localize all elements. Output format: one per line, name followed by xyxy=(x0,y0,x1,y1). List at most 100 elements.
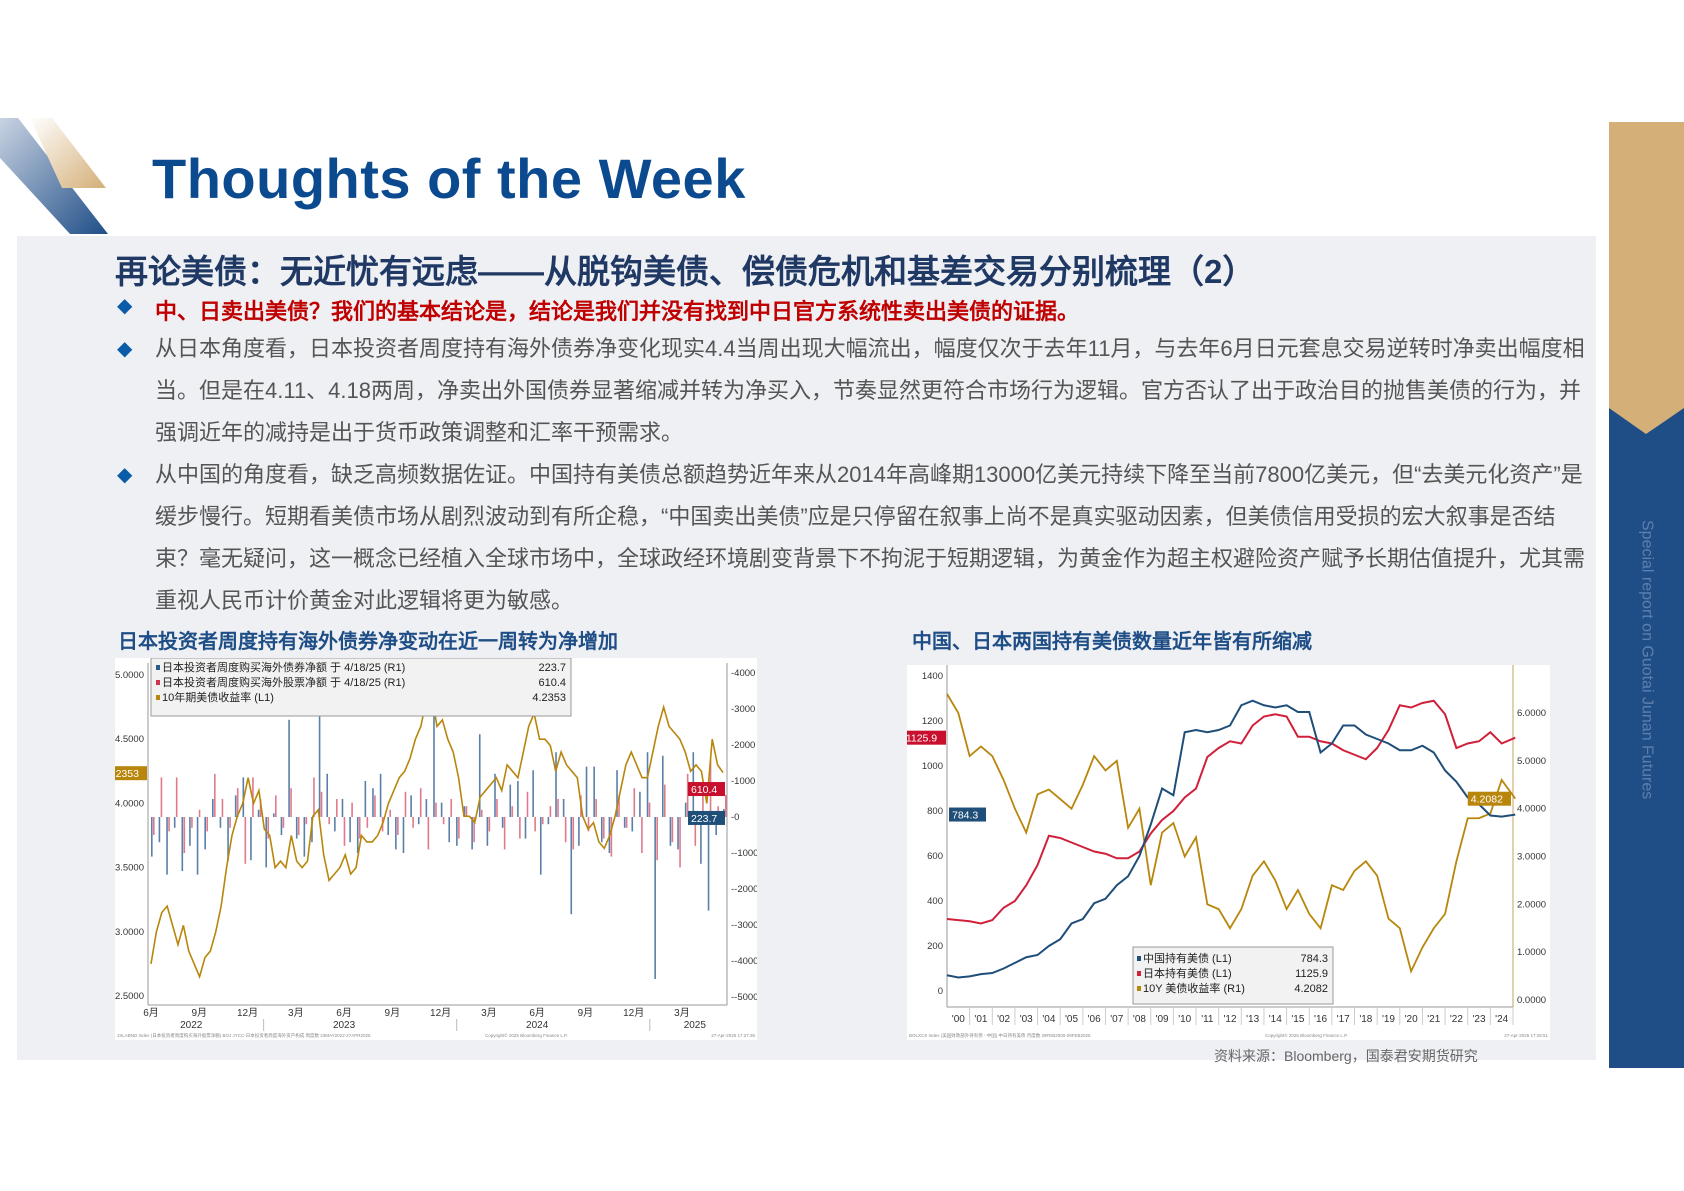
stock-flow-bar xyxy=(328,817,331,825)
y-left-tick: 4.0000 xyxy=(115,798,144,809)
bond-flow-bar xyxy=(151,817,153,857)
x-year-label: 2024 xyxy=(526,1020,549,1031)
bond-tag-bg xyxy=(688,810,725,825)
japan-tag-bg xyxy=(907,730,946,745)
stock-flow-bar xyxy=(572,817,575,850)
bond-flow-bar xyxy=(677,817,679,850)
legend-box xyxy=(1132,946,1334,1005)
stock-flow-bar xyxy=(480,809,483,817)
y-right-tick: --1000 xyxy=(731,848,757,859)
chart-footer-copyright: Copyright© 2025 Bloomberg Finance L.P. xyxy=(485,1032,568,1038)
bond-flow-bar xyxy=(700,817,702,864)
stock-tag-bg xyxy=(688,782,725,797)
stock-flow-bar xyxy=(648,802,651,817)
x-year-tick: '02 xyxy=(997,1014,1010,1025)
bond-flow-bar xyxy=(578,817,580,846)
bond-flow-bar xyxy=(478,734,481,817)
bond-flow-bar xyxy=(265,817,267,868)
bond-flow-bar xyxy=(341,799,344,817)
bond-flow-bar xyxy=(562,799,565,817)
bond-flow-bar xyxy=(364,781,367,817)
bond-flow-bar xyxy=(448,817,451,843)
stock-tag: 610.4 xyxy=(691,784,717,796)
stock-flow-bar xyxy=(175,777,178,817)
bond-flow-bar xyxy=(623,817,626,828)
y-right-tick: 1.0000 xyxy=(1517,947,1546,958)
y-left-tick: 200 xyxy=(927,941,943,952)
stock-flow-bar xyxy=(389,809,392,817)
stock-flow-bar xyxy=(206,817,208,832)
stock-flow-bar xyxy=(465,806,468,817)
bond-flow-bar xyxy=(349,817,351,843)
legend-label: 日本持有美债 (L1) xyxy=(1143,966,1232,980)
bond-flow-bar xyxy=(219,817,222,828)
bond-flow-bar xyxy=(318,691,321,817)
y-right-tick: --4000 xyxy=(731,956,757,967)
legend-swatch xyxy=(1137,971,1141,976)
x-month-tick: 6月 xyxy=(336,1007,352,1019)
chart-japan-flows: 5.0000 4.5000 4.0000 3.5000 3.0000 2.5000 -400… xyxy=(115,658,757,1040)
x-year-tick: '01 xyxy=(974,1014,987,1025)
stock-flow-bar xyxy=(236,788,239,817)
y-right-tick: -3000 xyxy=(731,704,755,715)
yield-tag: 4.2353 xyxy=(115,768,139,780)
bond-flow-bar xyxy=(456,817,458,846)
x-month-tick: 12月 xyxy=(237,1007,258,1019)
x-year-tick: '05 xyxy=(1065,1014,1078,1025)
bond-flow-bar xyxy=(372,788,374,817)
x-year-tick: '20 xyxy=(1405,1014,1418,1025)
bond-flow-bar xyxy=(532,770,534,817)
legend-value: 223.7 xyxy=(538,662,566,674)
stock-flow-bar xyxy=(587,817,590,832)
chart-footer-date: 27-Apr-2025 17:27:36 xyxy=(711,1033,755,1038)
y-right-tick: 3.0000 xyxy=(1517,852,1546,863)
legend-label: 10年期美债收益率 (L1) xyxy=(162,690,274,704)
stock-flow-bar xyxy=(450,799,453,817)
stock-flow-bar xyxy=(625,817,628,828)
yield-tag-bg xyxy=(115,766,147,781)
x-month-tick: 9月 xyxy=(385,1007,401,1019)
chart-treasury-holdings: 1400 1200 1000 800 600 400 200 0 6.0000 5.0000 4.0… xyxy=(907,665,1550,1040)
bond-flow-bar xyxy=(616,770,618,817)
x-month-tick: 9月 xyxy=(578,1007,594,1019)
chart-footer-left: JSLABND Index (日本投资者周度购买海外股票净额) BOJ JYCC… xyxy=(117,1032,371,1039)
y-right-tick: --3000 xyxy=(731,920,757,931)
legend-value: 610.4 xyxy=(538,677,566,689)
bond-flow-bar xyxy=(593,766,595,817)
bond-flow-bar xyxy=(303,817,306,857)
y-right-tick: -0 xyxy=(731,812,739,823)
bond-flow-bar xyxy=(524,817,527,839)
x-month-tick: 3月 xyxy=(481,1007,497,1019)
bond-flow-bar xyxy=(440,802,443,817)
legend-swatch xyxy=(156,680,160,685)
bond-flow-bar xyxy=(486,817,489,846)
stock-flow-bar xyxy=(702,791,704,817)
stock-flow-bar xyxy=(244,817,247,864)
bond-flow-bar xyxy=(471,817,473,850)
x-year-tick: '16 xyxy=(1314,1014,1327,1025)
x-year-tick: '04 xyxy=(1042,1014,1055,1025)
bond-flow-bar xyxy=(288,719,290,817)
bond-flow-bar xyxy=(494,773,496,817)
x-year-tick: '23 xyxy=(1473,1014,1486,1025)
x-year-tick: '09 xyxy=(1156,1014,1169,1025)
x-year-label: 2025 xyxy=(684,1020,707,1031)
bond-flow-bar xyxy=(387,817,390,835)
x-year-tick: '21 xyxy=(1427,1014,1440,1025)
bond-flow-bar xyxy=(654,817,656,979)
diamond-icon: ◆ xyxy=(117,464,133,486)
y-left-tick: 3.5000 xyxy=(115,863,144,874)
x-year-tick: '00 xyxy=(952,1014,965,1025)
stock-flow-bar xyxy=(358,817,361,839)
stock-flow-bar xyxy=(313,777,315,817)
stock-flow-bar xyxy=(488,817,491,832)
stock-flow-bar xyxy=(503,817,506,850)
bond-flow-bar xyxy=(181,817,184,871)
bond-flow-bar xyxy=(555,752,557,817)
chart-title-japan-flows: 日本投资者周度持有海外债券净变动在近一周转为净增加 xyxy=(118,631,618,653)
y-right-tick: --2000 xyxy=(731,884,757,895)
y-right-tick: 4.0000 xyxy=(1517,804,1546,815)
bond-flow-bar xyxy=(600,817,603,843)
stock-flow-bar xyxy=(511,806,514,817)
stock-flow-bar xyxy=(564,817,567,843)
